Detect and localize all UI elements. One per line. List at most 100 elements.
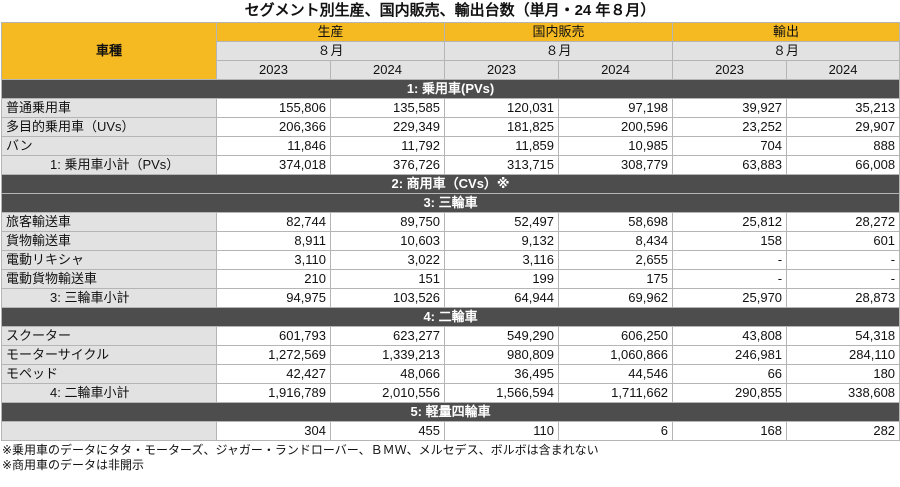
row-label: 電動リキシャ	[1, 250, 217, 270]
group-header-exports: 輸出	[672, 22, 900, 42]
section-title: 4: 二輪車	[0, 307, 900, 327]
value-cell: -	[786, 269, 900, 289]
table-row: モペッド 42,427 48,066 36,495 44,546 66 180	[1, 364, 900, 384]
value-cell: 39,927	[672, 98, 788, 118]
value-cell: 25,812	[672, 212, 788, 232]
table-row: 貨物輸送車 8,911 10,603 9,132 8,434 158 601	[1, 231, 900, 251]
value-cell: 304	[216, 421, 331, 441]
value-cell: 1,339,213	[329, 345, 446, 365]
table-row: スクーター 601,793 623,277 549,290 606,250 43,808 5…	[1, 326, 900, 346]
footnote: ※商用車のデータは非開示	[2, 458, 145, 472]
table-title: セグメント別生産、国内販売、輸出台数（単月・24 年８月）	[244, 2, 656, 19]
row-label: 旅客輸送車	[1, 212, 217, 232]
value-cell: 69,962	[558, 288, 674, 308]
value-cell: 58,698	[558, 212, 674, 232]
section-title: 1: 乗用車(PVs)	[0, 79, 900, 99]
table-row: モーターサイクル 1,272,569 1,339,213 980,809 1,060,8…	[1, 345, 900, 365]
value-cell: 282	[786, 421, 900, 441]
value-cell: -	[672, 250, 788, 270]
value-cell: 2,655	[558, 250, 674, 270]
subtotal-row: 4: 二輪車小計 1,916,789 2,010,556 1,566,594 1,711…	[1, 383, 900, 403]
month-header-domestic-sales: ８月	[444, 41, 674, 61]
value-cell: 168	[672, 421, 788, 441]
value-cell: 155,806	[216, 98, 331, 118]
year-header: 2023	[216, 60, 331, 80]
value-cell: 1,711,662	[558, 383, 674, 403]
section-header-row: 3: 三輪車	[0, 193, 900, 213]
value-cell: 94,975	[216, 288, 331, 308]
row-label: モーターサイクル	[1, 345, 217, 365]
value-cell: 229,349	[329, 117, 446, 137]
value-cell: 97,198	[558, 98, 674, 118]
value-cell: 6	[558, 421, 674, 441]
value-cell: 43,808	[672, 326, 788, 346]
value-cell: 158	[672, 231, 788, 251]
value-cell: 601,793	[216, 326, 331, 346]
value-cell: 44,546	[558, 364, 674, 384]
value-cell: 151	[329, 269, 446, 289]
row-label: スクーター	[1, 326, 217, 346]
subtotal-row: 1: 乗用車小計（PVs） 374,018 376,726 313,715 308,77…	[1, 155, 900, 175]
value-cell: 66,008	[786, 155, 900, 175]
car-type-header: 車種	[1, 22, 217, 80]
footnote: ※乗用車のデータにタタ・モーターズ、ジャガー・ランドローバー、ＢＭＷ、メルセデス…	[2, 443, 599, 457]
row-label: 3: 三輪車小計	[1, 288, 217, 308]
value-cell: 3,110	[216, 250, 331, 270]
row-label: 1: 乗用車小計（PVs）	[1, 155, 217, 175]
value-cell: 8,434	[558, 231, 674, 251]
value-cell: 3,116	[444, 250, 560, 270]
value-cell: 290,855	[672, 383, 788, 403]
value-cell: 110	[444, 421, 560, 441]
value-cell: 135,585	[329, 98, 446, 118]
value-cell: 181,825	[444, 117, 560, 137]
value-cell: 606,250	[558, 326, 674, 346]
value-cell: 313,715	[444, 155, 560, 175]
value-cell: 28,873	[786, 288, 900, 308]
value-cell: 888	[786, 136, 900, 156]
table-row: バン 11,846 11,792 11,859 10,985 704 888	[1, 136, 900, 156]
value-cell: 455	[329, 421, 446, 441]
section-header-row: 5: 軽量四輪車	[0, 402, 900, 422]
value-cell: 66	[672, 364, 788, 384]
row-label: 4: 二輪車小計	[1, 383, 217, 403]
row-label: 多目的乗用車（UVs）	[1, 117, 217, 137]
value-cell: -	[672, 269, 788, 289]
row-label: 貨物輸送車	[1, 231, 217, 251]
table-row: 304 455 110 6 168 282	[1, 421, 900, 441]
year-header: 2024	[558, 60, 674, 80]
table-row: 多目的乗用車（UVs） 206,366 229,349 181,825 200,596 2…	[1, 117, 900, 137]
value-cell: 200,596	[558, 117, 674, 137]
value-cell: 1,916,789	[216, 383, 331, 403]
value-cell: 206,366	[216, 117, 331, 137]
subtotal-row: 3: 三輪車小計 94,975 103,526 64,944 69,962 25,970 2…	[1, 288, 900, 308]
table-row: 普通乗用車 155,806 135,585 120,031 97,198 39,927 35…	[1, 98, 900, 118]
row-label: バン	[1, 136, 217, 156]
value-cell: 35,213	[786, 98, 900, 118]
value-cell: 23,252	[672, 117, 788, 137]
value-cell: 8,911	[216, 231, 331, 251]
month-header-production: ８月	[215, 41, 446, 61]
table-row: 電動貨物輸送車 210 151 199 175- -	[1, 269, 900, 289]
value-cell: 63,883	[672, 155, 788, 175]
value-cell: 601	[786, 231, 900, 251]
value-cell: 1,566,594	[444, 383, 560, 403]
value-cell: 120,031	[444, 98, 560, 118]
value-cell: 11,792	[329, 136, 446, 156]
value-cell: 52,497	[444, 212, 560, 232]
value-cell: 89,750	[329, 212, 446, 232]
value-cell: 180	[786, 364, 900, 384]
table-header: 車種 生産 国内販売 輸出 ８月 ８月 ８月 2023 2024 2023 20…	[1, 22, 900, 80]
value-cell: 48,066	[329, 364, 446, 384]
month-header-exports: ８月	[672, 41, 900, 61]
value-cell: 64,944	[444, 288, 560, 308]
value-cell: 3,022	[329, 250, 446, 270]
value-cell: 980,809	[444, 345, 560, 365]
value-cell: 42,427	[216, 364, 331, 384]
table-row: 旅客輸送車 82,744 89,750 52,497 58,698 25,812 28,27…	[1, 212, 900, 232]
value-cell: 10,603	[329, 231, 446, 251]
value-cell: 704	[672, 136, 788, 156]
value-cell: 284,110	[786, 345, 900, 365]
value-cell: 11,859	[444, 136, 560, 156]
value-cell: 9,132	[444, 231, 560, 251]
footnotes: ※乗用車のデータにタタ・モーターズ、ジャガー・ランドローバー、ＢＭＷ、メルセデス…	[0, 443, 900, 473]
